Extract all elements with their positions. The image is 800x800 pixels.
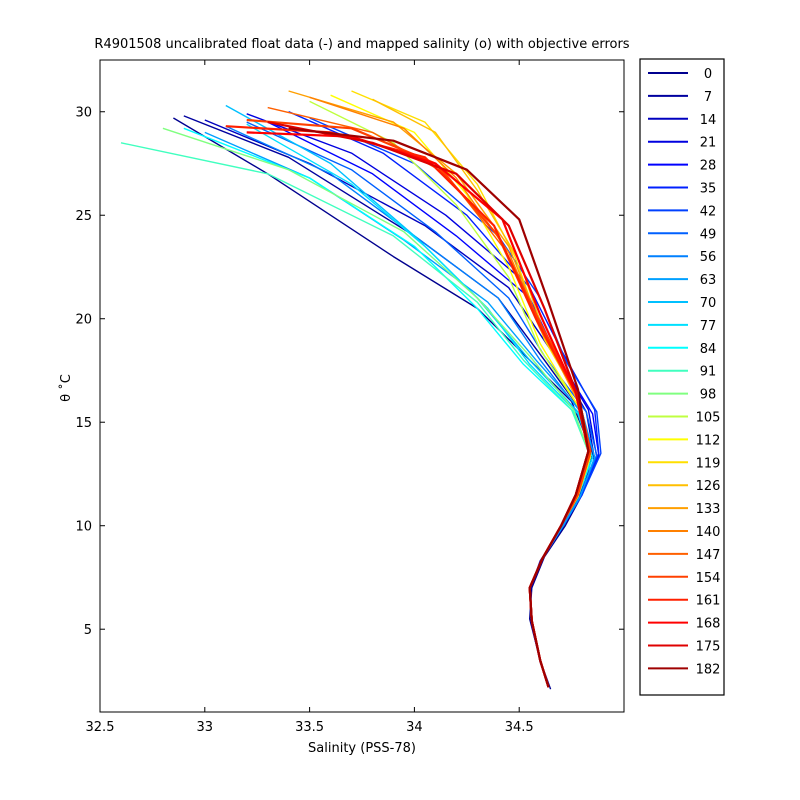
y-axis-label: θ ˚C	[58, 374, 74, 402]
legend-label-91: 91	[700, 365, 717, 380]
x-tick-label: 34.5	[505, 720, 534, 735]
y-tick-label: 20	[75, 313, 92, 328]
legend-label-7: 7	[704, 90, 712, 105]
legend-label-49: 49	[700, 227, 717, 242]
y-tick-label: 30	[75, 106, 92, 121]
legend-label-77: 77	[700, 319, 717, 334]
legend-label-21: 21	[700, 136, 717, 151]
legend-label-147: 147	[696, 548, 721, 563]
chart-title: R4901508 uncalibrated float data (-) and…	[94, 37, 629, 52]
y-tick-label: 10	[75, 520, 92, 535]
legend-label-133: 133	[696, 502, 721, 517]
y-tick-label: 5	[84, 623, 92, 638]
legend-label-140: 140	[696, 525, 721, 540]
x-tick-label: 32.5	[86, 720, 115, 735]
legend-label-182: 182	[696, 662, 721, 677]
legend-label-161: 161	[696, 594, 721, 609]
legend-label-175: 175	[696, 640, 721, 655]
plot-area: 32.5 33 33.5 34 34.5 5 10 15 20 25 30	[75, 59, 625, 735]
x-tick-label: 33.5	[295, 720, 324, 735]
legend-label-154: 154	[696, 571, 721, 586]
series-line-182	[288, 127, 590, 688]
legend-label-42: 42	[700, 204, 717, 219]
x-axis-label: Salinity (PSS-78)	[308, 741, 416, 756]
legend-label-168: 168	[696, 617, 721, 632]
series-lines	[120, 90, 602, 690]
legend-label-0: 0	[704, 67, 712, 82]
legend-label-112: 112	[696, 433, 721, 448]
legend-label-14: 14	[700, 113, 717, 128]
legend-label-70: 70	[700, 296, 717, 311]
x-tick-label: 33	[197, 720, 214, 735]
legend-label-105: 105	[696, 411, 721, 426]
legend: 0 7 14 21 28 35 42 49 56 63 70 77 84 91 98 105 112 119 126…	[639, 58, 725, 696]
x-tick-label: 34	[406, 720, 423, 735]
legend-label-63: 63	[700, 273, 717, 288]
y-tick-label: 25	[75, 209, 92, 224]
series-line-0	[173, 117, 594, 690]
legend-label-84: 84	[700, 342, 717, 357]
legend-label-119: 119	[696, 456, 721, 471]
legend-label-98: 98	[700, 388, 717, 403]
legend-label-56: 56	[700, 250, 717, 265]
y-tick-label: 15	[75, 416, 92, 431]
legend-label-28: 28	[700, 159, 717, 174]
legend-label-126: 126	[696, 479, 721, 494]
legend-label-35: 35	[700, 182, 717, 197]
